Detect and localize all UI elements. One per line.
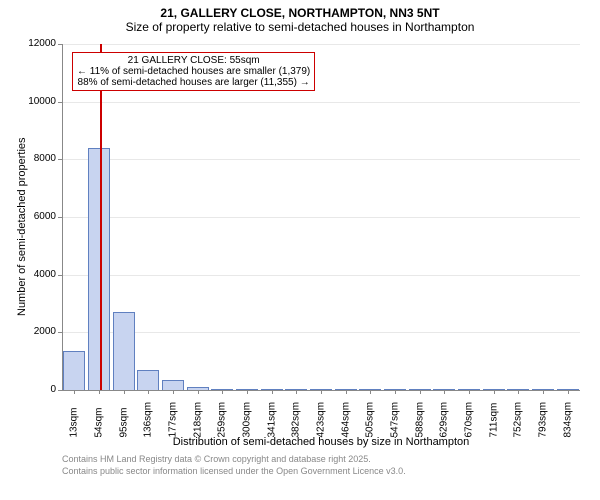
x-tick-label: 505sqm <box>365 398 376 438</box>
property-marker-line <box>100 44 102 390</box>
y-axis-line <box>62 44 63 390</box>
gridline <box>62 44 580 45</box>
gridline <box>62 159 580 160</box>
chart-subtitle: Size of property relative to semi-detach… <box>0 20 600 38</box>
chart-footer: Contains HM Land Registry data © Crown c… <box>62 454 406 477</box>
footer-line: Contains HM Land Registry data © Crown c… <box>62 454 406 466</box>
y-tick-label: 2000 <box>16 326 56 337</box>
gridline <box>62 275 580 276</box>
annotation-line: 21 GALLERY CLOSE: 55sqm <box>77 55 310 66</box>
annotation-line: ← 11% of semi-detached houses are smalle… <box>77 66 310 77</box>
x-tick-label: 629sqm <box>439 398 450 438</box>
x-tick-label: 177sqm <box>168 398 179 438</box>
x-tick-label: 341sqm <box>266 398 277 438</box>
x-tick-label: 136sqm <box>143 398 154 438</box>
x-axis-line <box>62 390 580 391</box>
y-tick-label: 4000 <box>16 269 56 280</box>
y-tick-label: 8000 <box>16 153 56 164</box>
x-tick-label: 423sqm <box>316 398 327 438</box>
x-tick-label: 218sqm <box>192 398 203 438</box>
chart-title: 21, GALLERY CLOSE, NORTHAMPTON, NN3 5NT <box>0 0 600 20</box>
x-tick-label: 834sqm <box>562 398 573 438</box>
histogram-bar <box>137 370 159 390</box>
y-tick-label: 12000 <box>16 38 56 49</box>
y-tick-label: 6000 <box>16 211 56 222</box>
x-tick-label: 588sqm <box>414 398 425 438</box>
plot-area: 02000400060008000100001200013sqm54sqm95s… <box>62 44 580 390</box>
x-tick-label: 13sqm <box>69 398 80 438</box>
x-tick-label: 54sqm <box>94 398 105 438</box>
x-tick-label: 300sqm <box>242 398 253 438</box>
histogram-bar <box>162 380 184 390</box>
x-tick-label: 670sqm <box>464 398 475 438</box>
annotation-line: 88% of semi-detached houses are larger (… <box>77 77 310 88</box>
x-tick-label: 259sqm <box>217 398 228 438</box>
y-tick-label: 0 <box>16 384 56 395</box>
x-tick-label: 547sqm <box>390 398 401 438</box>
annotation-box: 21 GALLERY CLOSE: 55sqm← 11% of semi-det… <box>72 52 315 91</box>
x-tick-label: 793sqm <box>538 398 549 438</box>
x-tick-label: 95sqm <box>118 398 129 438</box>
histogram-bar <box>113 312 135 390</box>
gridline <box>62 332 580 333</box>
x-tick-label: 711sqm <box>488 398 499 438</box>
chart-container: 21, GALLERY CLOSE, NORTHAMPTON, NN3 5NT … <box>0 0 600 500</box>
gridline <box>62 102 580 103</box>
histogram-bar <box>63 351 85 390</box>
x-tick-label: 464sqm <box>340 398 351 438</box>
x-axis-label: Distribution of semi-detached houses by … <box>62 436 580 448</box>
footer-line: Contains public sector information licen… <box>62 466 406 478</box>
x-tick-label: 382sqm <box>291 398 302 438</box>
x-tick-label: 752sqm <box>513 398 524 438</box>
y-tick-label: 10000 <box>16 96 56 107</box>
gridline <box>62 217 580 218</box>
